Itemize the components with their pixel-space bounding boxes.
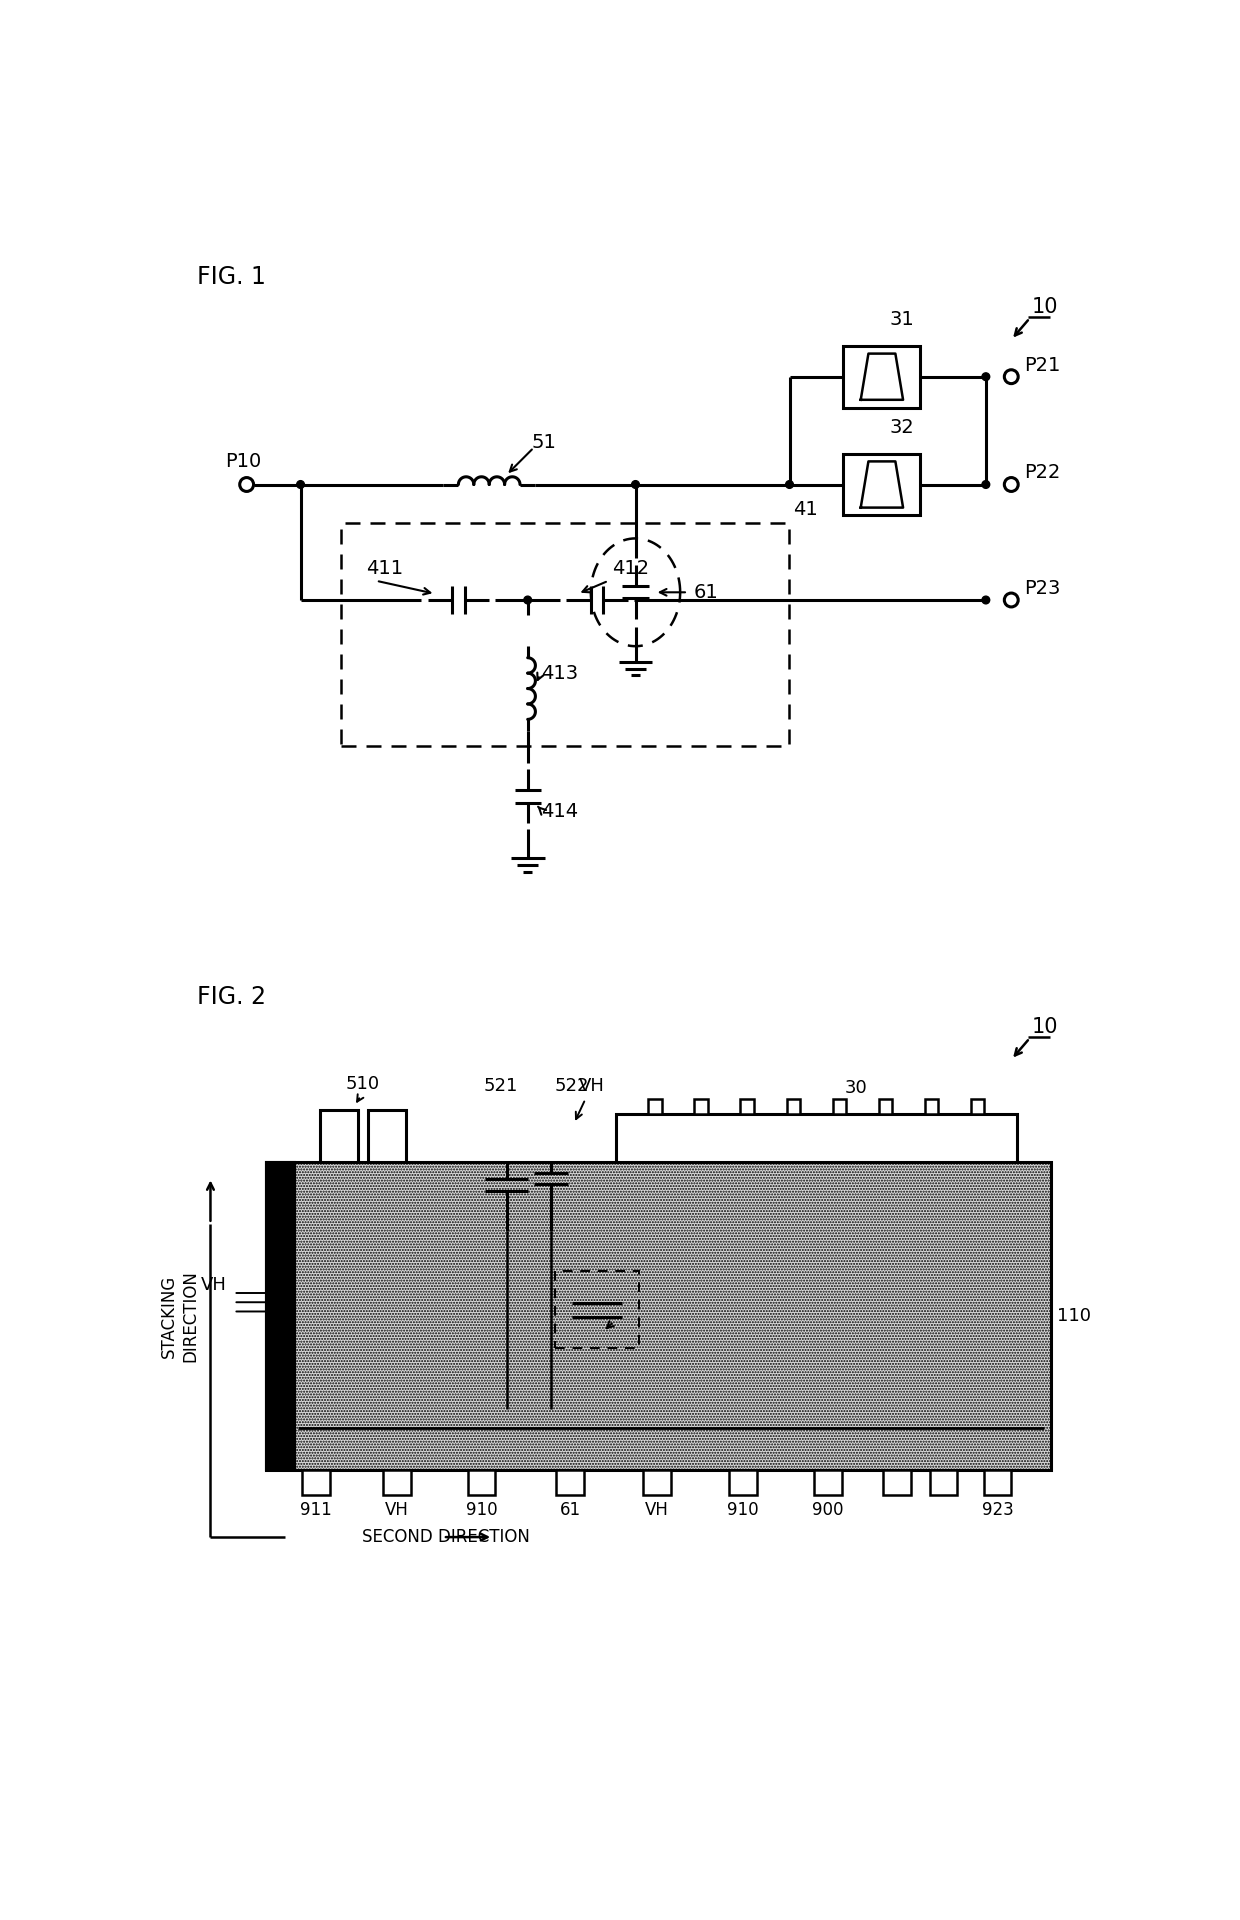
Text: 923: 923: [982, 1501, 1013, 1519]
Bar: [557, 1471, 584, 1496]
Text: 41: 41: [794, 499, 818, 518]
Text: 522: 522: [554, 1077, 589, 1094]
Bar: [265, 1162, 295, 1471]
Bar: [616, 1114, 1017, 1162]
Text: FIG. 1: FIG. 1: [197, 265, 265, 290]
Bar: [367, 1110, 405, 1162]
Circle shape: [1004, 371, 1018, 384]
Bar: [930, 1471, 957, 1496]
Text: 414: 414: [542, 803, 579, 822]
Text: 61: 61: [693, 584, 718, 601]
Bar: [925, 1098, 939, 1114]
Bar: [843, 346, 920, 407]
Bar: [729, 1471, 758, 1496]
Text: P10: P10: [224, 451, 260, 470]
Circle shape: [982, 480, 990, 488]
Bar: [694, 1098, 708, 1114]
Text: 911: 911: [300, 1501, 332, 1519]
Text: 910: 910: [728, 1501, 759, 1519]
Text: FIG. 2: FIG. 2: [197, 985, 265, 1010]
Text: 413: 413: [542, 664, 579, 684]
Circle shape: [523, 595, 532, 605]
Bar: [983, 1471, 1012, 1496]
Text: 51: 51: [532, 432, 557, 451]
Text: 10: 10: [1032, 1016, 1059, 1037]
Text: P21: P21: [1024, 355, 1060, 374]
Text: STACKING
DIRECTION: STACKING DIRECTION: [160, 1271, 200, 1361]
Text: 910: 910: [466, 1501, 497, 1519]
Text: 30: 30: [846, 1079, 868, 1098]
Text: SECOND DIRECTION: SECOND DIRECTION: [362, 1528, 529, 1546]
Text: P23: P23: [1024, 580, 1060, 597]
Text: 411: 411: [366, 559, 403, 578]
Text: 521: 521: [484, 1077, 518, 1094]
Bar: [843, 453, 920, 515]
Text: 900: 900: [812, 1501, 843, 1519]
Circle shape: [786, 480, 794, 488]
Circle shape: [1004, 593, 1018, 607]
Bar: [971, 1098, 985, 1114]
Bar: [649, 1098, 662, 1114]
Circle shape: [296, 480, 304, 488]
Text: P22: P22: [1024, 463, 1060, 482]
Circle shape: [982, 595, 990, 605]
Text: VH: VH: [384, 1501, 409, 1519]
Bar: [554, 1271, 640, 1348]
Bar: [320, 1110, 358, 1162]
Circle shape: [239, 478, 254, 492]
Circle shape: [1004, 478, 1018, 492]
Text: 510: 510: [345, 1075, 379, 1092]
Bar: [265, 1162, 1052, 1471]
Circle shape: [631, 480, 640, 488]
Bar: [786, 1098, 800, 1114]
Text: 412: 412: [613, 559, 650, 578]
Bar: [467, 1471, 495, 1496]
Bar: [815, 1471, 842, 1496]
Text: 32: 32: [889, 419, 914, 436]
Bar: [740, 1098, 754, 1114]
Circle shape: [982, 372, 990, 380]
Text: VH: VH: [645, 1501, 670, 1519]
Bar: [883, 1471, 911, 1496]
Text: 61: 61: [559, 1501, 580, 1519]
Bar: [832, 1098, 847, 1114]
Text: VH: VH: [201, 1277, 227, 1294]
Bar: [341, 522, 790, 747]
Text: 110: 110: [1058, 1308, 1091, 1325]
Bar: [644, 1471, 671, 1496]
Bar: [303, 1471, 330, 1496]
Text: VH: VH: [579, 1077, 605, 1094]
Bar: [879, 1098, 893, 1114]
Text: 10: 10: [1032, 298, 1059, 317]
Bar: [383, 1471, 410, 1496]
Text: 31: 31: [889, 309, 914, 328]
